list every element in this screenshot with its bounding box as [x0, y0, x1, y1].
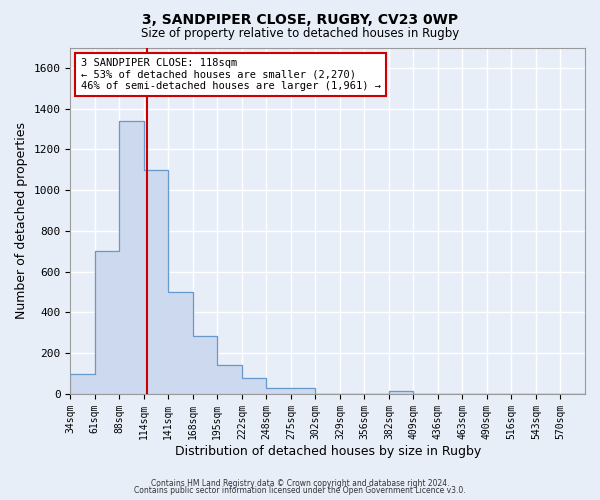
Text: Contains public sector information licensed under the Open Government Licence v3: Contains public sector information licen… [134, 486, 466, 495]
Text: Contains HM Land Registry data © Crown copyright and database right 2024.: Contains HM Land Registry data © Crown c… [151, 478, 449, 488]
Text: 3 SANDPIPER CLOSE: 118sqm
← 53% of detached houses are smaller (2,270)
46% of se: 3 SANDPIPER CLOSE: 118sqm ← 53% of detac… [80, 58, 380, 91]
Text: 3, SANDPIPER CLOSE, RUGBY, CV23 0WP: 3, SANDPIPER CLOSE, RUGBY, CV23 0WP [142, 12, 458, 26]
Y-axis label: Number of detached properties: Number of detached properties [15, 122, 28, 319]
Text: Size of property relative to detached houses in Rugby: Size of property relative to detached ho… [141, 28, 459, 40]
X-axis label: Distribution of detached houses by size in Rugby: Distribution of detached houses by size … [175, 444, 481, 458]
